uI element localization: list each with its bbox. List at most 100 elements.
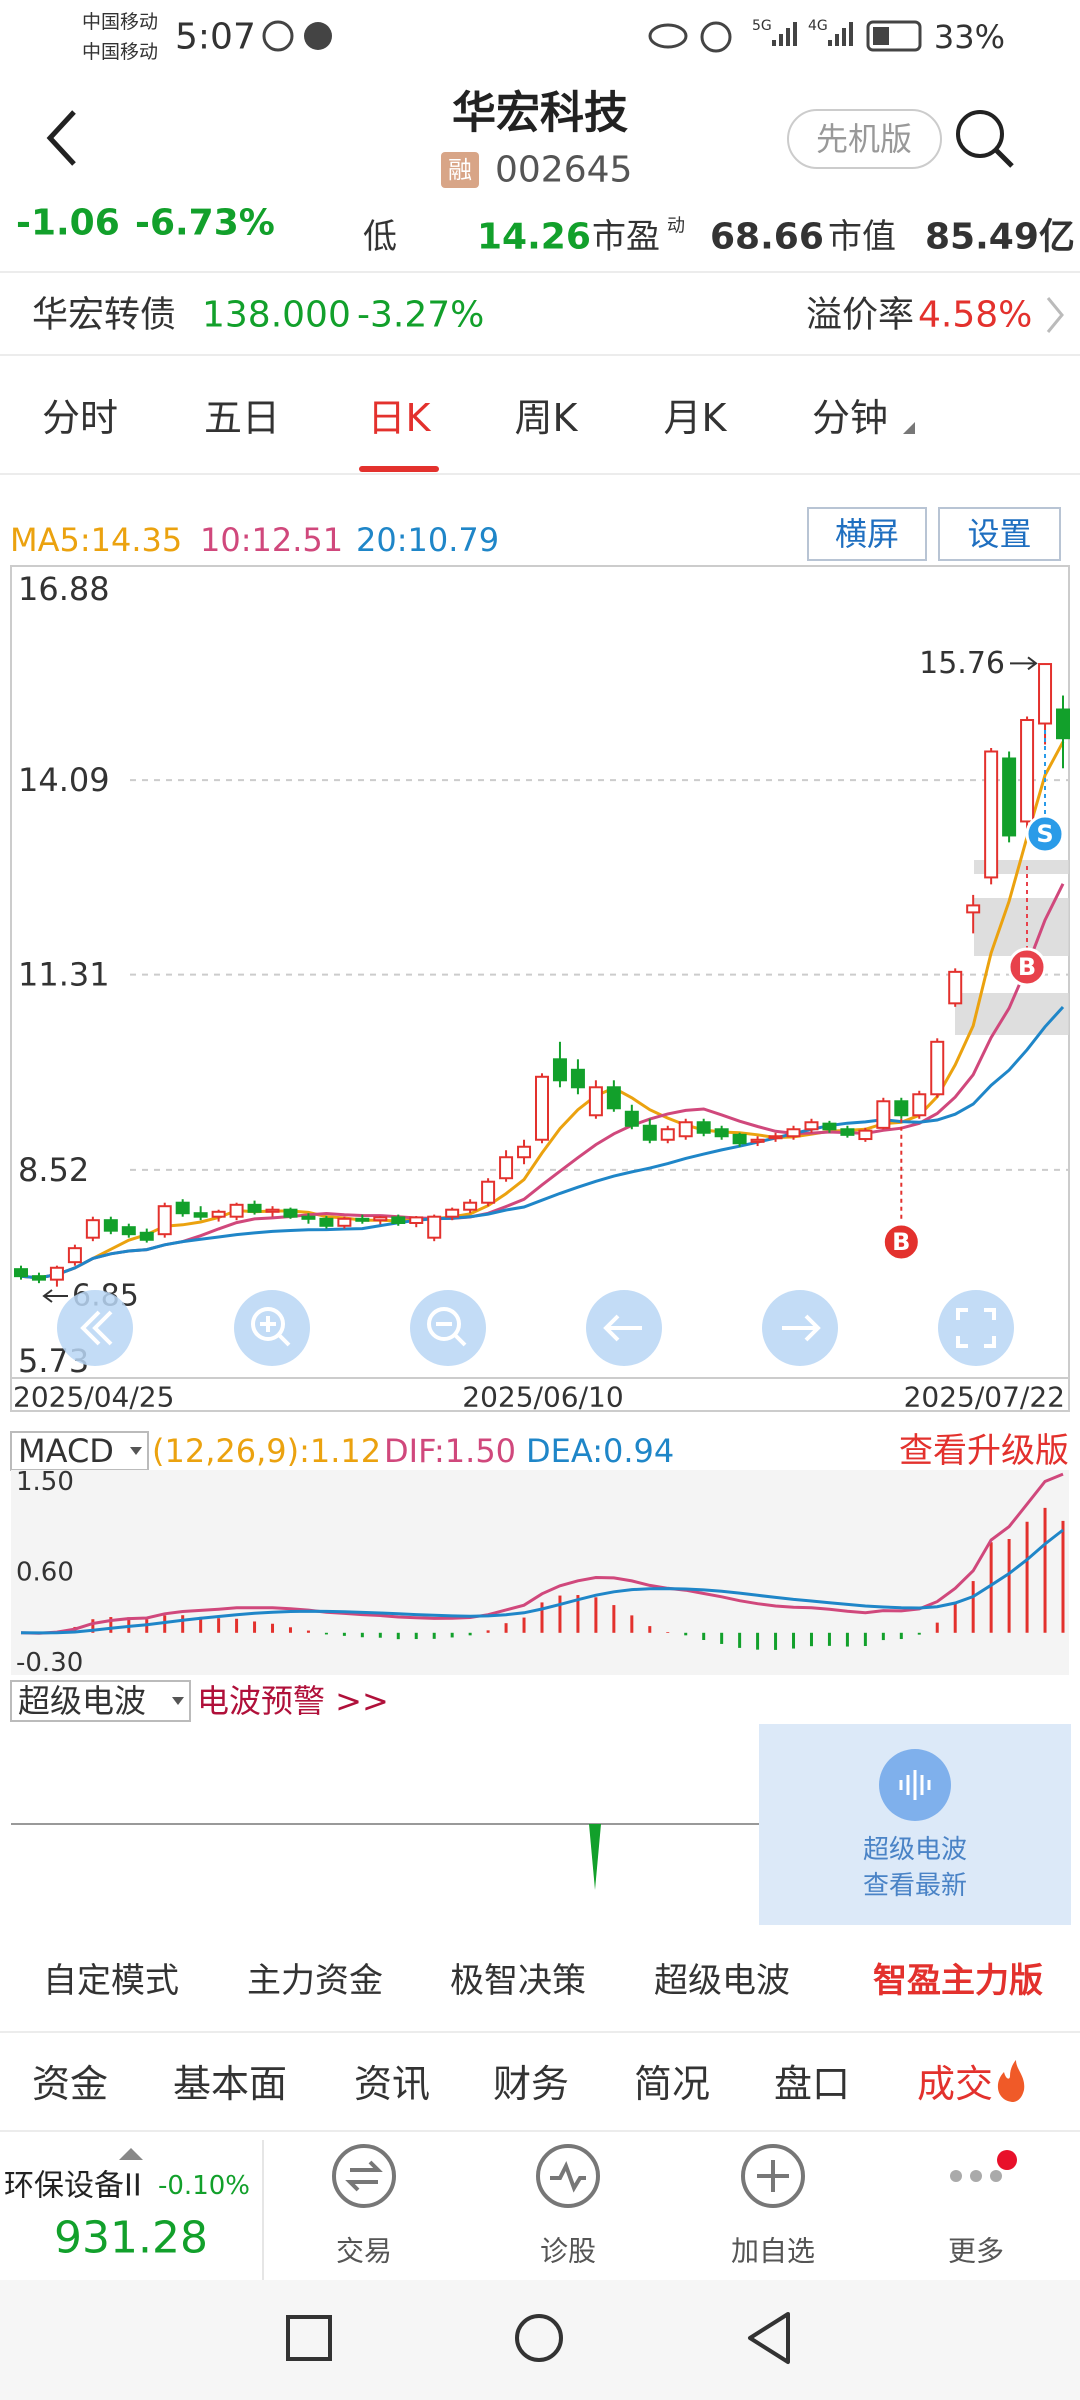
margin-badge-text: 融 bbox=[448, 156, 472, 184]
eye-icon bbox=[648, 23, 688, 49]
candle-body bbox=[552, 1058, 567, 1082]
candle-body bbox=[517, 1145, 532, 1159]
candle-body bbox=[786, 1128, 801, 1138]
signal-marker bbox=[1007, 947, 1047, 987]
period-tab[interactable]: 分时 bbox=[42, 396, 118, 440]
mcap-label: 市值 bbox=[828, 217, 896, 257]
signal-marker bbox=[1025, 814, 1065, 854]
nav-back[interactable] bbox=[748, 2312, 790, 2364]
candle-body bbox=[732, 1133, 747, 1145]
info-tab[interactable]: 资金 bbox=[32, 2062, 108, 2106]
candle-body bbox=[678, 1121, 693, 1138]
chart-control[interactable] bbox=[938, 1290, 1014, 1366]
chart-button-text[interactable]: 横屏 bbox=[835, 515, 899, 553]
candle-body bbox=[966, 904, 981, 914]
info-tab[interactable]: 盘口 bbox=[774, 2062, 850, 2106]
ma-line bbox=[20, 883, 1065, 1280]
candle-body bbox=[894, 1100, 909, 1117]
mode-tab[interactable]: 极智决策 bbox=[450, 1961, 586, 2001]
info-tab[interactable]: 成交 bbox=[917, 2062, 993, 2106]
upgrade-link[interactable]: 查看升级版 bbox=[899, 1431, 1069, 1471]
mode-tab[interactable]: 超级电波 bbox=[654, 1961, 790, 2001]
period-tab[interactable]: 日K bbox=[368, 396, 432, 440]
action-label[interactable]: 交易 bbox=[336, 2235, 392, 2268]
candle-body bbox=[499, 1156, 514, 1180]
control-icon bbox=[251, 1307, 285, 1341]
indicator-name[interactable]: MACD bbox=[18, 1432, 114, 1470]
nav-recent[interactable] bbox=[286, 2315, 332, 2361]
stock-code: 002645 bbox=[495, 150, 632, 191]
chart-control[interactable] bbox=[234, 1290, 310, 1366]
action-icon[interactable] bbox=[332, 2144, 396, 2208]
wave-alert[interactable]: 电波预警 >> bbox=[197, 1682, 389, 1720]
dropdown-triangle bbox=[903, 422, 915, 434]
mode-tab[interactable]: 主力资金 bbox=[247, 1961, 383, 2001]
battery-text: 33% bbox=[934, 18, 1005, 56]
action-label[interactable]: 诊股 bbox=[540, 2235, 596, 2268]
candle-body bbox=[14, 1268, 28, 1278]
info-tab[interactable]: 简况 bbox=[634, 2062, 710, 2106]
back-button[interactable] bbox=[46, 110, 76, 166]
pe-label: 市盈 bbox=[592, 217, 660, 257]
low-value: 14.26 bbox=[477, 217, 591, 258]
mode-tab[interactable]: 智盈主力版 bbox=[873, 1961, 1043, 2001]
signal-marker bbox=[881, 1222, 921, 1262]
mode-button-text[interactable]: 先机版 bbox=[816, 120, 912, 158]
change-pct: -6.73% bbox=[135, 203, 275, 244]
action-icon[interactable] bbox=[741, 2144, 805, 2208]
period-tab[interactable]: 分钟 bbox=[812, 396, 888, 440]
candle-body bbox=[804, 1121, 819, 1131]
x-date-label: 2025/06/10 bbox=[462, 1381, 623, 1414]
candle-body bbox=[535, 1075, 549, 1141]
network: 4G bbox=[808, 18, 828, 34]
chart-button[interactable] bbox=[938, 507, 1061, 561]
status-icon bbox=[262, 20, 294, 52]
info-tab[interactable]: 财务 bbox=[493, 2062, 569, 2106]
indicator-selector[interactable] bbox=[10, 1680, 191, 1722]
period-tab[interactable]: 月K bbox=[664, 396, 728, 440]
info-tab[interactable]: 基本面 bbox=[173, 2062, 287, 2106]
carrier: 中国移动 bbox=[82, 41, 158, 63]
candle-body bbox=[930, 1040, 945, 1096]
x-date-label: 2025/04/25 bbox=[13, 1381, 174, 1414]
candle-body bbox=[840, 1128, 855, 1136]
candle-body bbox=[714, 1128, 729, 1138]
search-icon bbox=[994, 148, 1014, 168]
macd-params: (12,26,9):1.12 bbox=[152, 1432, 381, 1470]
chart-button[interactable] bbox=[807, 507, 927, 561]
nav-home[interactable] bbox=[515, 2314, 563, 2362]
search-icon[interactable] bbox=[956, 110, 1004, 158]
action-icon[interactable] bbox=[950, 2170, 962, 2182]
info-tab[interactable]: 资讯 bbox=[354, 2062, 430, 2106]
mode-button[interactable] bbox=[787, 109, 942, 169]
sector-name: 环保设备II bbox=[4, 2169, 142, 2204]
y-tick-label: 11.31 bbox=[18, 956, 110, 994]
action-icon[interactable] bbox=[536, 2144, 600, 2208]
y-tick-label: 8.52 bbox=[18, 1151, 89, 1189]
macd-tick-label: 1.50 bbox=[16, 1467, 74, 1497]
action-icon[interactable] bbox=[970, 2170, 982, 2182]
candle-body bbox=[67, 1247, 82, 1264]
candle-body bbox=[948, 970, 963, 1005]
action-label[interactable]: 加自选 bbox=[731, 2235, 815, 2268]
action-icon[interactable] bbox=[990, 2170, 1002, 2182]
signal-bar bbox=[828, 40, 832, 46]
candle-body bbox=[409, 1216, 424, 1224]
period-tab[interactable]: 五日 bbox=[204, 396, 280, 440]
wave-name[interactable]: 超级电波 bbox=[18, 1682, 146, 1720]
action-label[interactable]: 更多 bbox=[948, 2235, 1004, 2268]
period-tab[interactable]: 周K bbox=[515, 396, 579, 440]
candle-body bbox=[984, 750, 999, 879]
candle-body bbox=[265, 1208, 280, 1213]
wave-card-text: 查看最新 bbox=[863, 1871, 967, 1901]
candle-body bbox=[642, 1124, 657, 1141]
candle-body bbox=[337, 1217, 352, 1227]
candle-body bbox=[858, 1129, 873, 1141]
low-label: 低 bbox=[363, 217, 397, 257]
mode-tab[interactable]: 自定模式 bbox=[43, 1961, 179, 2001]
candle-body bbox=[247, 1203, 262, 1213]
chart-button-text[interactable]: 设置 bbox=[967, 515, 1031, 553]
chart-control[interactable] bbox=[410, 1290, 486, 1366]
ma-legend: MA5:14.35 bbox=[10, 521, 182, 559]
candle-body bbox=[211, 1210, 226, 1218]
